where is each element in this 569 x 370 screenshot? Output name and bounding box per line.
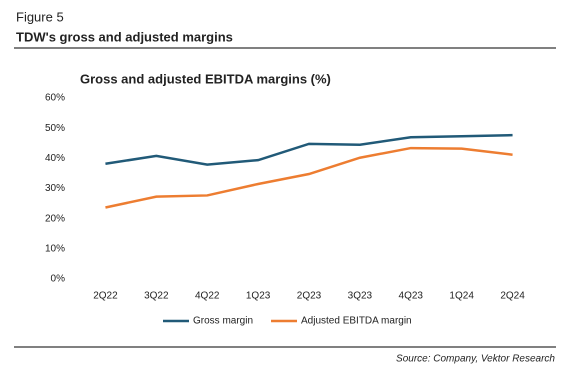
legend-label: Gross margin [193, 316, 253, 327]
y-tick-label: 50% [45, 123, 65, 134]
y-tick-label: 30% [45, 183, 65, 194]
x-tick-label: 4Q23 [399, 291, 424, 302]
series-line [105, 146, 513, 209]
y-tick-label: 10% [45, 243, 65, 254]
x-tick-label: 3Q22 [144, 291, 169, 302]
figure-title: TDW's gross and adjusted margins [16, 29, 233, 44]
figure-label: Figure 5 [16, 9, 64, 24]
x-tick-label: 1Q24 [449, 291, 474, 302]
chart-title: Gross and adjusted EBITDA margins (%) [80, 71, 331, 86]
x-tick-label: 3Q23 [348, 291, 373, 302]
x-tick-label: 1Q23 [246, 291, 271, 302]
x-tick-label: 2Q24 [500, 291, 525, 302]
y-tick-label: 40% [45, 153, 65, 164]
x-tick-label: 2Q22 [93, 291, 118, 302]
series-line [105, 133, 513, 166]
y-tick-label: 20% [45, 213, 65, 224]
legend-label: Adjusted EBITDA margin [301, 316, 412, 327]
y-tick-label: 60% [45, 93, 65, 104]
x-tick-label: 2Q23 [297, 291, 322, 302]
x-tick-label: 4Q22 [195, 291, 220, 302]
y-tick-label: 0% [51, 274, 66, 285]
source: Source: Company, Vektor Research [396, 354, 555, 365]
